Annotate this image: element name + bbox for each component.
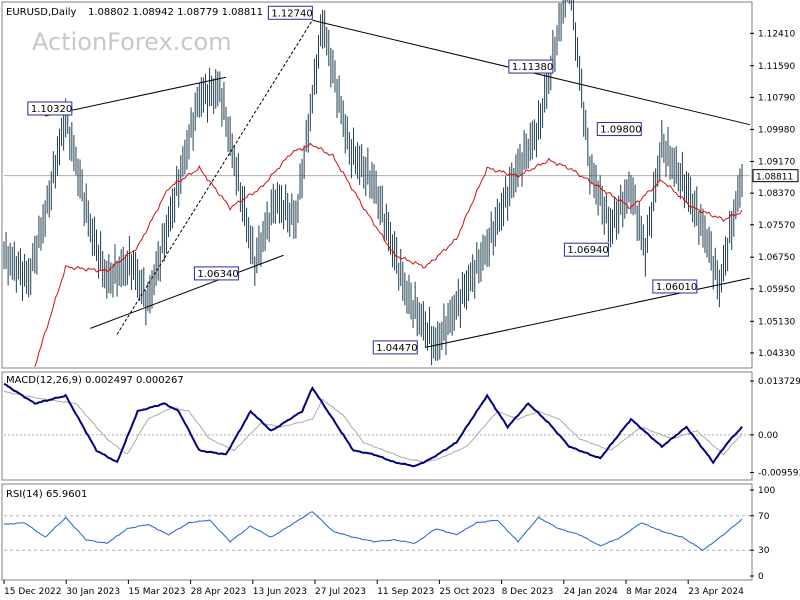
x-tick-label: 11 Sep 2023: [377, 587, 434, 597]
macd-y-tick-label: 0.00: [758, 431, 778, 441]
rsi-title: RSI(14) 65.9601: [6, 489, 87, 500]
x-tick-label: 8 Dec 2023: [502, 587, 554, 597]
price-callout-label: 1.06010: [656, 282, 697, 293]
last-price-label: 1.08811: [756, 173, 793, 183]
price-callout-box: [372, 340, 418, 355]
price-lines: [3, 0, 743, 367]
x-tick-label: 15 Dec 2022: [4, 587, 62, 597]
price-y-tick-label: 1.05130: [758, 317, 795, 327]
price-callout-box: [193, 266, 239, 281]
macd-signal-line: [3, 391, 743, 463]
trendline: [116, 19, 313, 335]
rsi-y-tick-label: 0: [758, 572, 764, 582]
price-callout-box: [652, 279, 698, 294]
price-callout-label: 1.04470: [376, 343, 417, 354]
rsi-y-tick-label: 30: [758, 546, 770, 556]
price-callout-label: 1.06940: [567, 245, 608, 256]
rsi-lines: [3, 511, 750, 551]
macd-pane-frame: [1, 371, 753, 481]
price-y-tick-label: 1.08370: [758, 189, 795, 199]
price-callout-box: [27, 101, 73, 116]
x-tick-label: 13 Jun 2023: [253, 587, 307, 597]
x-tick-label: 15 Mar 2023: [128, 587, 185, 597]
rsi-y-tick-label: 100: [758, 486, 775, 496]
x-axis: 15 Dec 2022 30 Jan 2023 15 Mar 2023 28 Apr …: [3, 580, 744, 597]
price-y-tick-label: 1.06750: [758, 253, 795, 263]
macd-y-axis: 0.013729 0.00 -0.009593: [750, 377, 800, 478]
price-callout-box: [508, 59, 554, 74]
macd-y-tick-label: 0.013729: [758, 377, 800, 387]
price-callout-box: [596, 122, 642, 137]
macd-lines: [3, 382, 750, 468]
price-y-tick-label: 1.12410: [758, 29, 795, 39]
price-title: EURUSD,Daily: [6, 7, 77, 18]
price-y-tick-label: 1.09980: [758, 125, 795, 135]
price-callouts: 1.12740 1.10320 1.11380 1.09800 1.06340 1.069…: [27, 5, 698, 355]
price-pane-frame: [1, 1, 753, 369]
price-y-tick-label: 1.10790: [758, 93, 795, 103]
price-ohlc: 1.08802 1.08942 1.08779 1.08811: [88, 7, 263, 18]
price-y-tick-label: 1.05950: [758, 285, 795, 295]
last-price-box: [752, 169, 799, 183]
price-y-tick-label: 1.11590: [758, 62, 795, 72]
macd-main-line: [3, 382, 743, 468]
x-tick-label: 8 Mar 2024: [626, 587, 678, 597]
rsi-y-tick-label: 70: [758, 512, 770, 522]
price-callout-label: 1.11380: [512, 62, 553, 73]
price-callout-label: 1.10320: [31, 104, 72, 115]
price-callout-label: 1.12740: [271, 8, 312, 19]
price-y-axis: 1.04330 1.05130 1.05950 1.06750 1.07570 1.083…: [750, 29, 799, 359]
price-callout-label: 1.09800: [600, 125, 641, 136]
macd-title: MACD(12,26,9) 0.002497 0.000267: [6, 375, 184, 386]
x-tick-label: 25 Oct 2023: [439, 587, 495, 597]
macd-y-tick-label: -0.009593: [758, 468, 800, 478]
trendline: [90, 254, 284, 329]
price-y-tick-label: 1.04330: [758, 349, 795, 359]
trendline: [45, 76, 227, 117]
price-y-tick-label: 1.07570: [758, 221, 795, 231]
rsi-y-axis: 100 70 30 0: [750, 486, 775, 582]
x-tick-label: 24 Jan 2024: [564, 587, 618, 597]
x-tick-label: 28 Apr 2023: [191, 587, 247, 597]
rsi-pane-frame: [1, 483, 753, 581]
price-y-tick-label: 1.09170: [758, 157, 795, 167]
watermark: ActionForex.com: [32, 28, 232, 56]
x-tick-label: 30 Jan 2023: [66, 587, 120, 597]
price-callout-label: 1.06340: [197, 269, 238, 280]
rsi-line: [3, 511, 743, 551]
moving-average-line: [34, 142, 743, 367]
price-callout-box: [563, 242, 609, 257]
x-tick-label: 27 Jul 2023: [315, 587, 366, 597]
x-tick-label: 23 Apr 2024: [688, 587, 744, 597]
price-callout-box: [267, 5, 313, 20]
